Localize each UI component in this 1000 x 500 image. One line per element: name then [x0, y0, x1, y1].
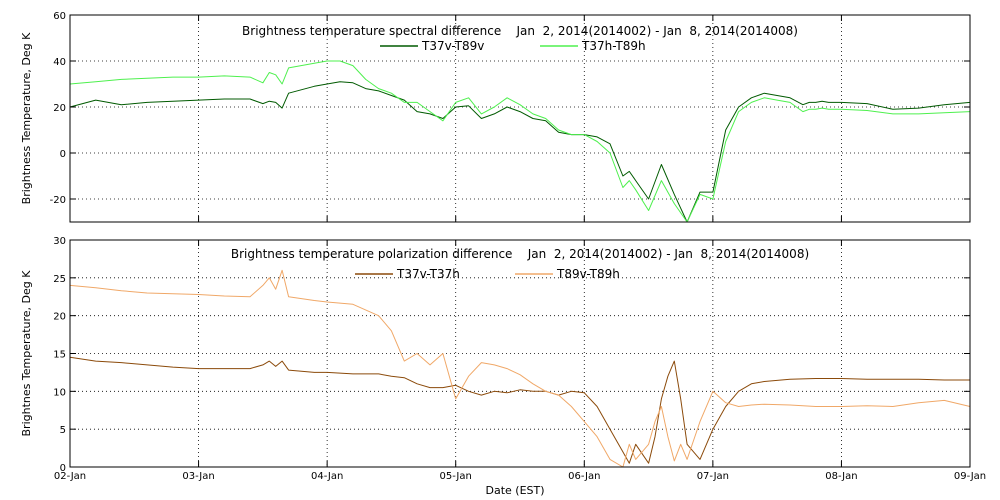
series-line-t37v-t89v	[69, 81, 971, 223]
legend-label: T89v-T89h	[556, 267, 620, 281]
series-line-t37v-t37h	[69, 356, 970, 464]
x-tick-label: 08-Jan	[825, 471, 857, 482]
y-tick-label: 20	[53, 103, 66, 114]
x-tick-label: 06-Jan	[568, 471, 600, 482]
y-tick-label: 0	[60, 149, 66, 160]
y-axis-label: Brightnes Temperature, Deg K	[20, 270, 33, 437]
y-tick-label: -20	[50, 195, 66, 206]
y-tick-label: 60	[53, 11, 66, 22]
spectral-difference-panel: -20 0 20 40 60 Brightness Temperature, Deg K B…	[20, 11, 971, 223]
legend-label: T37v-T89v	[421, 39, 484, 53]
polarization-difference-panel: 0 5 10 15 20 25 30 02-Jan 03-Jan 04-Jan 05-Jan 06-J…	[20, 236, 986, 482]
x-tick-label: 02-Jan	[54, 471, 86, 482]
x-tick-label: 03-Jan	[182, 471, 214, 482]
chart-title: Brightness temperature spectral differen…	[242, 24, 798, 38]
legend-label: T37v-T37h	[396, 267, 460, 281]
y-axis-label: Brightness Temperature, Deg K	[20, 32, 33, 204]
series-line-t37h-t89h	[69, 60, 971, 223]
y-tick-label: 15	[53, 350, 66, 361]
x-tick-label: 07-Jan	[697, 471, 729, 482]
y-tick-label: 30	[53, 236, 66, 247]
y-tick-label: 0	[60, 463, 66, 474]
y-tick-label: 5	[60, 425, 66, 436]
series-line-t89v-t89h	[69, 269, 971, 468]
y-tick-label: 25	[53, 274, 66, 285]
x-tick-label: 05-Jan	[440, 471, 472, 482]
x-tick-label: 09-Jan	[954, 471, 986, 482]
legend-label: T37h-T89h	[581, 39, 646, 53]
chart-title: Brightness temperature polarization diff…	[231, 247, 809, 261]
x-tick-label: 04-Jan	[311, 471, 343, 482]
y-tick-label: 10	[53, 387, 66, 398]
y-tick-label: 20	[53, 312, 66, 323]
x-axis-label: Date (EST)	[485, 484, 544, 497]
y-tick-label: 40	[53, 57, 66, 68]
plot-frame	[69, 14, 971, 223]
